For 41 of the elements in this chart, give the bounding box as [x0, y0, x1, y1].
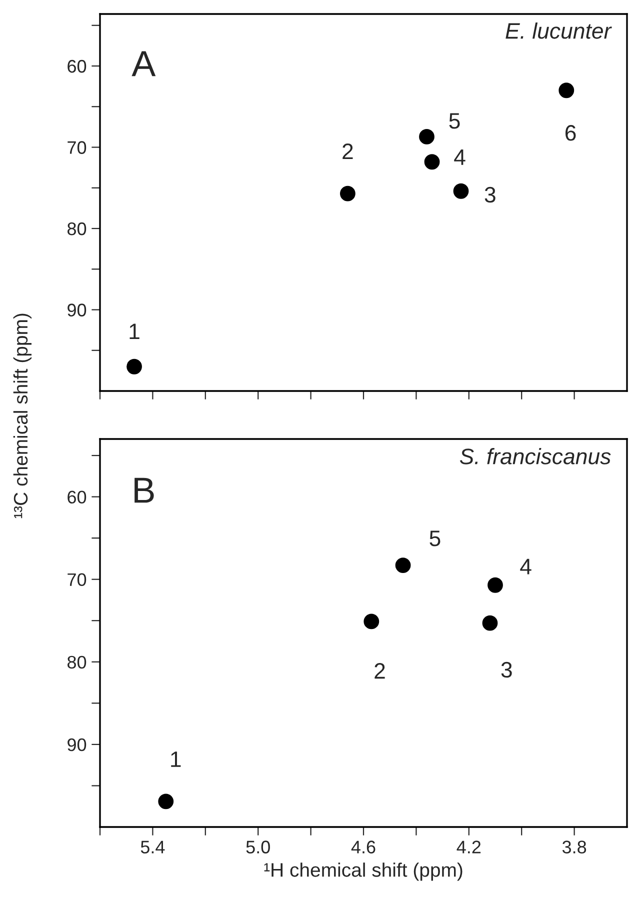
point: [158, 794, 174, 810]
annotation: B: [134, 478, 154, 503]
series-label: 5: [449, 113, 460, 129]
series-label: 6: [566, 125, 576, 141]
y-tick-label: 80: [68, 222, 86, 236]
series-label: 1: [130, 324, 140, 340]
annotation: S. franciscanus: [460, 448, 611, 464]
series-label: 4: [520, 558, 532, 574]
point: [424, 154, 440, 170]
point: [126, 358, 142, 374]
series-label: 1: [171, 752, 181, 767]
series-label: 3: [484, 186, 496, 203]
x-tick-label: 5.0: [246, 840, 270, 854]
point: [453, 183, 469, 199]
x-axis-title: ¹H chemical shift (ppm): [264, 862, 462, 881]
point: [340, 186, 356, 202]
y-tick-label: 60: [68, 490, 86, 504]
series-label: 2: [374, 663, 385, 679]
y-tick-label: 90: [68, 738, 86, 752]
annotation: E. lucunter: [506, 22, 612, 39]
series-label: 4: [454, 150, 466, 165]
x-tick-label: 4.6: [351, 840, 376, 854]
x-tick-label: 4.2: [456, 840, 481, 854]
x-tick-label: 5.4: [140, 840, 165, 854]
series-label: 2: [342, 144, 353, 160]
point: [364, 614, 380, 630]
y-tick-label: 80: [68, 656, 86, 669]
y-axis-title: ¹³C chemical shift (ppm): [13, 314, 32, 518]
point: [558, 82, 574, 98]
y-tick-label: 90: [68, 304, 86, 316]
annotation: A: [132, 51, 156, 76]
series-label: 5: [430, 530, 440, 546]
series-label: 3: [501, 662, 512, 678]
y-tick-label: 70: [68, 141, 86, 154]
x-tick-label: 3.8: [562, 840, 586, 854]
point: [395, 558, 411, 574]
point: [419, 128, 434, 144]
point: [482, 615, 498, 631]
y-tick-label: 70: [68, 573, 86, 586]
point: [488, 577, 503, 593]
y-tick-label: 60: [68, 60, 86, 73]
